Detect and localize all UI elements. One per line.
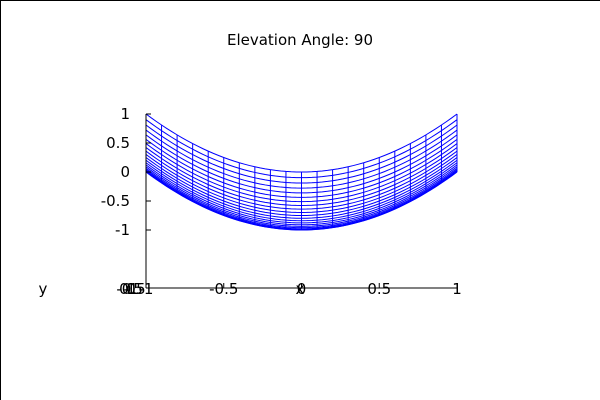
y-axis-label: y xyxy=(39,280,48,298)
y-tick-label: 0 xyxy=(126,280,136,298)
tick-labels: 10.50-0.5-1-1 -0.5 0 0.5 1-1-0.500.51 xy xyxy=(39,105,462,298)
y-tick-label: -0.5 xyxy=(116,280,145,298)
z-tick-label: 1 xyxy=(120,105,130,123)
chart-title: Elevation Angle: 90 xyxy=(227,31,373,49)
y-tick-label: 0.5 xyxy=(119,280,143,298)
z-tick-label: 0 xyxy=(120,163,130,181)
axes xyxy=(145,113,458,289)
x-tick-label: -0.5 xyxy=(209,280,238,298)
x-tick-label: 1 xyxy=(452,280,462,298)
x-tick-label: -1 xyxy=(139,280,154,298)
y-tick-label: 1 xyxy=(126,280,136,298)
x-tick-label: 0.5 xyxy=(367,280,391,298)
z-tick-label: -0.5 xyxy=(101,192,130,210)
x-axis-label: x xyxy=(296,280,305,298)
y-tick-label: -1 xyxy=(124,280,139,298)
surface-mesh xyxy=(145,113,458,231)
z-tick-label: -1 xyxy=(115,221,130,239)
z-tick-label: 0.5 xyxy=(106,134,130,152)
x-tick-label: 0 xyxy=(297,280,307,298)
